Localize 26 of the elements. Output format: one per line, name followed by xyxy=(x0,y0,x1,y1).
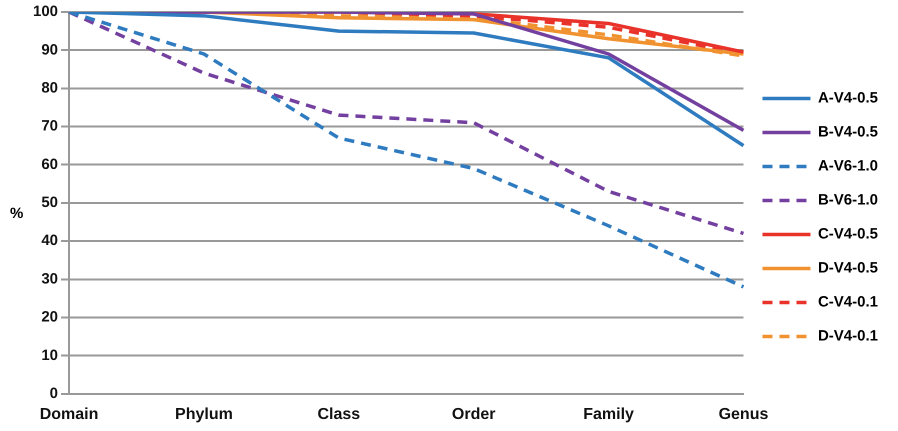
legend-label: C-V4-0.5 xyxy=(818,226,878,243)
x-tick-label: Class xyxy=(317,406,360,423)
y-tick-label: 0 xyxy=(50,384,58,402)
y-tick-label: 40 xyxy=(41,232,58,250)
legend-label: C-V4-0.1 xyxy=(818,294,878,311)
x-tick-label: Genus xyxy=(718,406,768,423)
y-tick-label: 100 xyxy=(32,3,58,20)
y-tick-label: 90 xyxy=(41,41,58,58)
y-tick-label: 10 xyxy=(41,346,58,364)
legend-label: D-V4-0.1 xyxy=(818,328,878,345)
x-tick-label: Domain xyxy=(40,406,98,423)
y-axis-title: % xyxy=(10,205,24,222)
legend-label: A-V6-1.0 xyxy=(818,158,878,175)
y-tick-label: 70 xyxy=(41,118,58,135)
y-tick-label: 80 xyxy=(41,80,58,96)
legend-label: B-V4-0.5 xyxy=(818,124,878,141)
x-tick-label: Family xyxy=(583,406,634,423)
y-tick-label: 20 xyxy=(41,308,58,326)
y-tick-label: 30 xyxy=(41,270,58,288)
x-tick-label: Phylum xyxy=(175,406,233,423)
y-tick-label: 50 xyxy=(41,194,58,212)
x-tick-label: Order xyxy=(452,406,496,423)
legend-label: A-V4-0.5 xyxy=(818,90,878,107)
legend-label: B-V6-1.0 xyxy=(818,192,878,209)
y-tick-label: 60 xyxy=(41,156,58,173)
legend-label: D-V4-0.5 xyxy=(818,260,878,277)
